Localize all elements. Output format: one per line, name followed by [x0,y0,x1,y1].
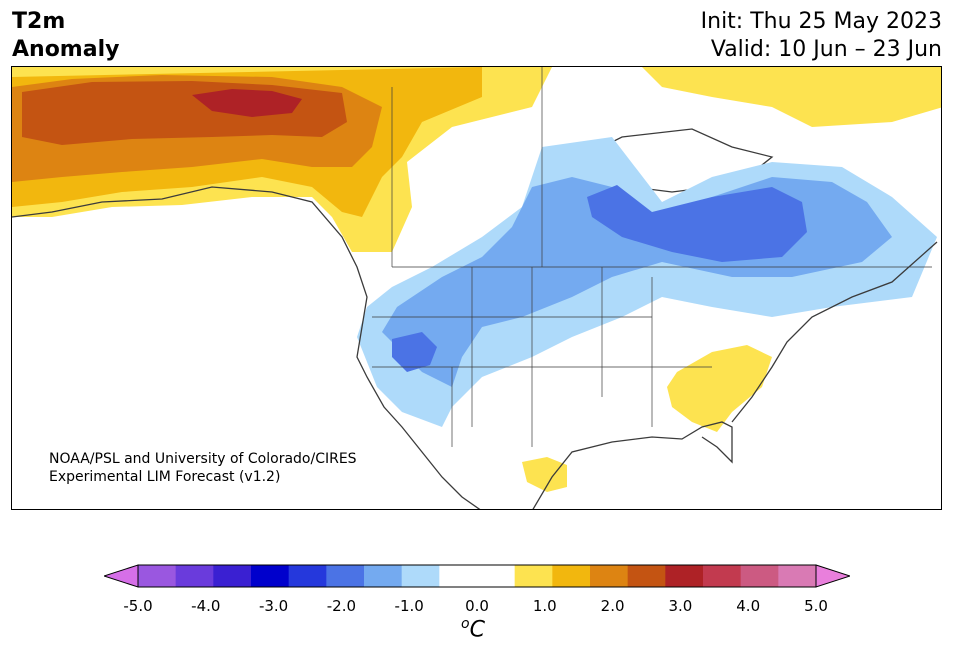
warm-field-3 [22,81,347,145]
warm-mexico [522,457,567,492]
colorbar-segment [213,565,252,587]
colorbar-segments [138,565,817,587]
colorbar-segment [627,565,666,587]
coastline-gulf [532,421,733,509]
warm-field-max [192,89,302,117]
colorbar-segment [552,565,591,587]
credit-text: NOAA/PSL and University of Colorado/CIRE… [49,450,357,486]
warm-arctic-east [642,67,941,127]
colorbar-segment [703,565,742,587]
colorbar-segment [778,565,817,587]
colorbar-unit: oC [461,616,485,642]
coastline-west [12,186,481,509]
colorbar-under-arrow [104,564,139,588]
colorbar-tick-label: -3.0 [258,597,289,615]
colorbar-tick-label: 2.0 [600,597,625,615]
init-date: Init: Thu 25 May 2023 [700,9,942,34]
colorbar-tick-label: 0.0 [465,597,489,615]
colorbar-segment [439,565,478,587]
colorbar-ticks: -5.0 -4.0 -3.0 -2.0 -1.0 0.0 1.0 2.0 3.0 4.0 5.0 [104,597,850,617]
colorbar-segment [590,565,629,587]
colorbar-outline [137,564,817,588]
colorbar-segment [175,565,214,587]
coastline-east [731,241,938,423]
map-title: T2m Anomaly [12,8,119,64]
credit-line-1: NOAA/PSL and University of Colorado/CIRE… [49,451,357,467]
colorbar-segment [138,565,177,587]
colorbar-segment [740,565,779,587]
colorbar-segment [665,565,704,587]
colorbar-over-arrow [815,564,850,588]
colorbar-segment [326,565,365,587]
colorbar-segment [288,565,327,587]
title-anomaly: Anomaly [12,37,120,62]
credit-line-2: Experimental LIM Forecast (v1.2) [49,469,281,485]
colorbar-tick-label: 5.0 [804,597,828,615]
map-svg [12,67,941,509]
colorbar-segment [514,565,553,587]
unit-celsius: C [469,617,485,643]
title-variable: T2m [12,9,66,34]
colorbar-tick-label: 4.0 [736,597,761,615]
colorbar-segment [401,565,440,587]
colorbar-tick-label: -4.0 [191,597,221,615]
cool-field-15-sw [392,332,437,372]
anomaly-map [11,66,942,510]
colorbar-segment [477,565,516,587]
forecast-dates: Init: Thu 25 May 2023 Valid: 10 Jun – 23… [701,8,942,64]
political-borders [372,67,932,447]
unit-degree: o [461,616,470,632]
colorbar-tick-label: -1.0 [394,597,424,615]
colorbar [104,564,850,588]
colorbar-segment [251,565,290,587]
colorbar-tick-label: 3.0 [668,597,693,615]
colorbar-tick-label: 1.0 [532,597,557,615]
colorbar-tick-label: -2.0 [326,597,357,615]
valid-date: Valid: 10 Jun – 23 Jun [710,37,942,62]
colorbar-tick-label: -5.0 [123,597,153,615]
colorbar-segment [364,565,403,587]
warm-southeast [667,345,772,432]
cool-field-15 [587,185,807,262]
